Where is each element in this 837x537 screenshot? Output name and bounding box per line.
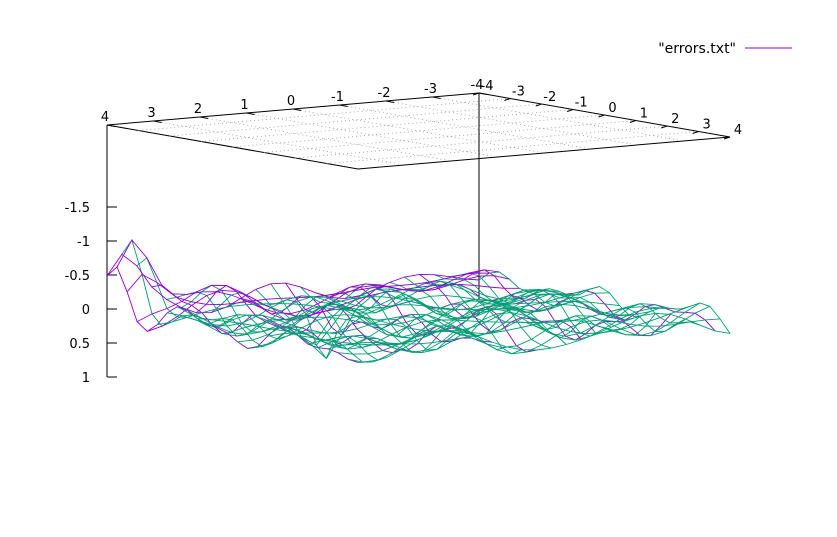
mesh-line (177, 288, 550, 337)
y-tick-mark (385, 100, 395, 103)
mesh-line (344, 283, 597, 335)
y-tick-mark (292, 108, 302, 111)
mesh-line (257, 293, 630, 347)
y-tick-label: -3 (424, 82, 437, 97)
x-tick-label: 2 (671, 112, 679, 127)
y-tick-label: 0 (287, 94, 295, 109)
x-tick-mark (723, 136, 731, 140)
tick-labels: -1.5 -1 -0.5 0 0.5 1 4 3 2 1 0 -1 -2 -3 -4-4 -3 -2 -1 0 1 2 3… (65, 78, 743, 386)
legend: "errors.txt" (658, 41, 792, 57)
mesh-line (187, 290, 560, 335)
mesh-line (449, 272, 701, 326)
y-tick-mark (339, 104, 348, 107)
axes (106, 92, 731, 378)
grid-line (201, 109, 574, 142)
mesh-line (277, 303, 650, 347)
y-tick-mark (478, 92, 488, 95)
grid-line (326, 131, 699, 164)
mesh-line (434, 274, 686, 332)
y-tick-mark (199, 116, 209, 119)
grid-line (153, 120, 405, 166)
grid-line (432, 96, 684, 142)
y-tick-label: 2 (194, 102, 202, 117)
y-tick-mark (106, 124, 116, 127)
mesh-line (297, 303, 670, 346)
mesh-line (357, 312, 731, 363)
mesh-line (419, 274, 671, 337)
mesh-line (307, 303, 680, 353)
z-tick-label: 0 (82, 303, 90, 318)
x-tick-mark (504, 98, 511, 101)
mesh-line (287, 306, 660, 350)
y-tick-label: -1 (331, 90, 344, 105)
grid-line (339, 104, 591, 150)
y-tick-label: 4 (101, 110, 109, 125)
y-tick-label: -4 (471, 78, 484, 93)
z-tick-label: -1 (77, 235, 90, 250)
grid-line (169, 103, 542, 137)
mesh-line (106, 266, 359, 363)
x-tick-label: 0 (608, 101, 616, 116)
z-tick-label: -0.5 (65, 269, 90, 284)
x-tick-mark (629, 120, 637, 123)
mesh-line (167, 284, 540, 327)
x-tick-label: 1 (640, 107, 648, 122)
z-tick-label: 1 (82, 371, 90, 386)
x-tick-mark (535, 103, 542, 107)
x-tick-mark (598, 114, 605, 118)
grid-line (292, 108, 545, 154)
grid-line (385, 100, 638, 146)
mesh-line (116, 239, 490, 306)
x-tick-mark (661, 125, 668, 129)
x-tick-label: 3 (702, 118, 710, 133)
y-tick-label: 3 (147, 106, 155, 121)
z-tick-label: -1.5 (65, 201, 90, 216)
mesh-line (463, 269, 716, 332)
mesh-line (197, 288, 570, 346)
mesh-line (157, 280, 530, 326)
y-tick-label: 1 (240, 98, 248, 113)
mesh-line (270, 283, 522, 355)
mesh-line (347, 318, 721, 363)
x-tick-label: -4 (481, 79, 494, 94)
x-tick-mark (566, 109, 574, 112)
grid-line (263, 120, 636, 153)
mesh-line (327, 302, 701, 350)
grid-line (246, 112, 498, 158)
legend-label: "errors.txt" (658, 41, 736, 57)
surface-mesh (106, 238, 731, 363)
x-tick-label: 4 (734, 123, 742, 138)
grid-line (232, 114, 605, 148)
x-tick-label: -3 (512, 85, 525, 100)
x-tick-mark (472, 92, 480, 96)
mesh-line (240, 295, 492, 343)
mesh-line (227, 286, 600, 334)
x-tick-label: -1 (575, 96, 588, 111)
mesh-line (106, 253, 480, 314)
grid-line (295, 125, 668, 159)
x-tick-mark (692, 131, 699, 134)
mesh-line (136, 275, 510, 322)
mesh-line (478, 271, 731, 334)
y-tick-mark (432, 96, 441, 99)
y-tick-mark (246, 112, 255, 115)
z-tick-label: 0.5 (69, 337, 90, 352)
mesh-line (337, 305, 711, 355)
mesh-line (317, 305, 690, 354)
grid-line (199, 116, 452, 162)
x-tick-label: -2 (543, 90, 556, 105)
y-tick-mark (153, 120, 162, 123)
y-tick-label: -2 (378, 86, 391, 101)
mesh-line (237, 292, 610, 343)
